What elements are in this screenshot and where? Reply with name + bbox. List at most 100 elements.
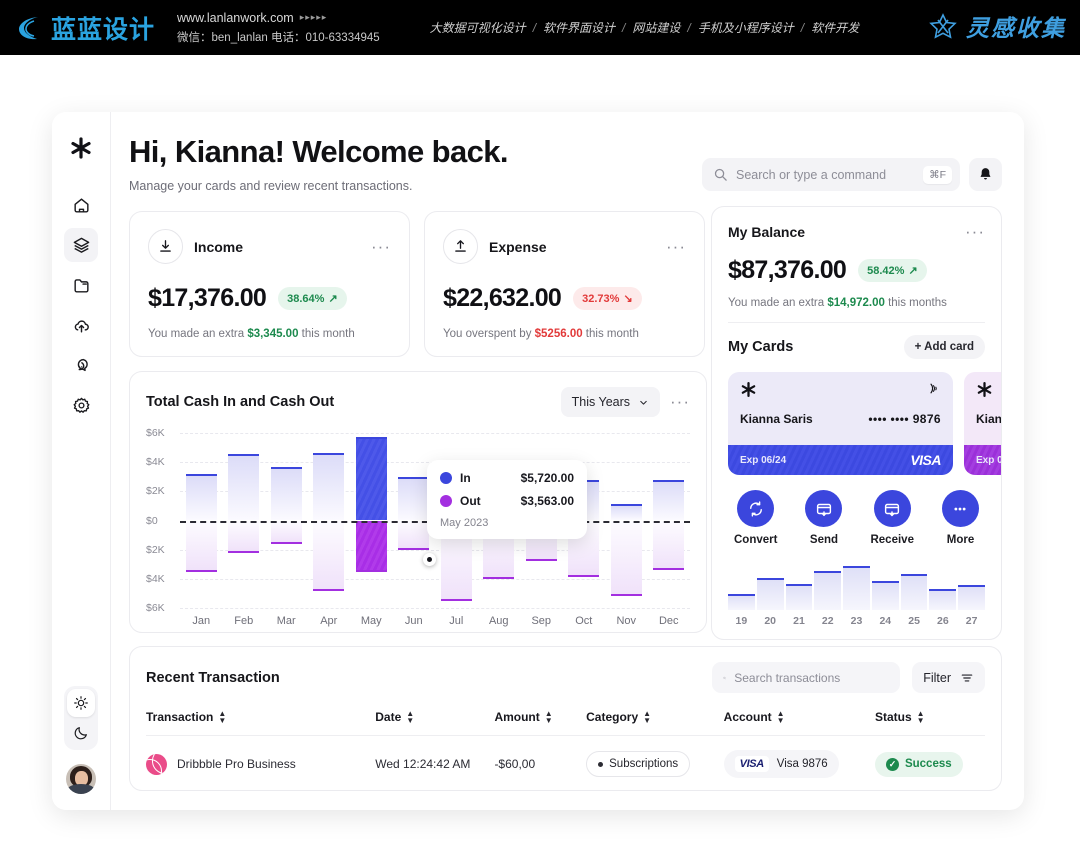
category-label: Subscriptions xyxy=(609,758,679,770)
cell-status: ✓ Success xyxy=(874,751,985,777)
bar-group-nov[interactable] xyxy=(605,433,648,608)
mini-bar-23 xyxy=(843,562,870,610)
search-input[interactable] xyxy=(736,167,916,182)
gear-icon xyxy=(73,397,89,413)
column-header-amount[interactable]: Amount ▲ ▼ xyxy=(494,710,586,725)
card-holder-name: Kianna Saris xyxy=(740,412,813,426)
banner-nav-item-2: 网站建设 xyxy=(632,21,681,35)
transactions-search[interactable] xyxy=(712,662,901,693)
column-header-date[interactable]: Date ▲ ▼ xyxy=(375,710,494,725)
stat-menu-button[interactable]: ··· xyxy=(371,236,391,256)
stat-note-prefix: You overspent by xyxy=(443,328,535,340)
balance-menu-button[interactable]: ··· xyxy=(965,222,985,241)
theme-option-dark[interactable] xyxy=(67,719,95,747)
sidebar-bottom xyxy=(64,686,98,794)
bar-out xyxy=(610,520,642,597)
balance-note: You made an extra $14,972.00 this months xyxy=(728,297,985,309)
chart-range-select[interactable]: This Years xyxy=(560,387,661,417)
credit-card-primary[interactable]: Kianna Saris •••• •••• 9876 Exp 06/24 VI… xyxy=(728,372,953,475)
banner-arrows-icon: ▸▸▸▸▸ xyxy=(299,12,328,22)
banner-nav-sep-2: / xyxy=(687,20,691,35)
bar-group-jun[interactable] xyxy=(393,433,436,608)
mini-x-tick-26: 26 xyxy=(937,615,949,627)
transactions-search-input[interactable] xyxy=(734,670,890,685)
status-label: Success xyxy=(904,758,952,770)
theme-toggle[interactable] xyxy=(64,686,98,750)
column-header-account[interactable]: Account ▲ ▼ xyxy=(723,709,875,725)
chart-menu-button[interactable]: ··· xyxy=(670,392,690,411)
action-more[interactable]: More xyxy=(941,490,979,546)
chart-range-label: This Years xyxy=(571,395,631,409)
bar-out xyxy=(270,520,302,544)
stat-change-badge: 38.64% ↗ xyxy=(278,287,347,310)
cloud-upload-icon xyxy=(74,319,89,333)
action-receive[interactable]: Receive xyxy=(870,490,914,546)
bar-out xyxy=(653,520,685,571)
balance-note-value: $14,972.00 xyxy=(827,297,885,309)
column-label: Amount xyxy=(494,710,540,724)
bar-group-feb[interactable] xyxy=(223,433,266,608)
bar-group-apr[interactable] xyxy=(308,433,351,608)
column-header-status[interactable]: Status ▲ ▼ xyxy=(875,709,985,725)
notifications-button[interactable] xyxy=(969,158,1002,191)
convert-icon xyxy=(737,490,775,527)
asterisk-icon xyxy=(71,137,91,159)
page-header: Hi, Kianna! Welcome back. Manage your ca… xyxy=(129,134,1002,193)
banner-url: www.lanlanwork.com xyxy=(177,10,294,25)
filter-label: Filter xyxy=(923,670,951,685)
bar-group-mar[interactable] xyxy=(265,433,308,608)
cell-amount: -$60,00 xyxy=(494,757,536,771)
sidebar-logo[interactable] xyxy=(69,136,93,160)
sidebar-item-folder[interactable] xyxy=(64,268,98,302)
credit-card-secondary[interactable]: Kianna Saris •••• •••• 9876 Exp 06/24 VI… xyxy=(964,372,1001,475)
sidebar-item-cloud-upload[interactable] xyxy=(64,308,98,342)
bar-in xyxy=(653,479,685,521)
send-card-icon xyxy=(805,490,843,527)
bar-group-may[interactable] xyxy=(350,433,393,608)
stat-amount: $22,632.00 xyxy=(443,284,562,312)
add-card-button[interactable]: + Add card xyxy=(903,335,985,359)
y-tick-6: $6K xyxy=(146,602,165,614)
mini-x-tick-22: 22 xyxy=(821,615,834,627)
page-subtitle: Manage your cards and review recent tran… xyxy=(129,179,413,193)
cell-category: Subscriptions xyxy=(586,751,724,777)
y-tick-3: $0 xyxy=(146,514,158,527)
column-header-category[interactable]: Category ▲ ▼ xyxy=(586,710,724,725)
mini-bar-22 xyxy=(814,562,842,610)
banner-logo: 蓝蓝设计 xyxy=(16,10,155,46)
sidebar-item-settings[interactable] xyxy=(64,388,98,422)
action-convert[interactable]: Convert xyxy=(734,490,777,546)
stat-note-suffix: this month xyxy=(298,328,355,340)
tooltip-out-label: Out xyxy=(460,494,481,508)
action-send[interactable]: Send xyxy=(805,490,843,546)
filter-button[interactable]: Filter xyxy=(912,662,985,693)
banner-nav-item-0: 大数据可视化设计 xyxy=(429,21,526,35)
global-search[interactable]: ⌘F xyxy=(702,158,960,191)
sidebar-item-layers[interactable] xyxy=(64,228,98,262)
balance-change-badge: 58.42% ↗ xyxy=(858,259,927,282)
bar-group-dec[interactable] xyxy=(648,433,691,608)
sort-icon: ▲ ▼ xyxy=(776,709,785,725)
banner-nav-sep-3: / xyxy=(800,20,805,35)
cards-carousel[interactable]: Kianna Saris •••• •••• 9876 Exp 06/24 VI… xyxy=(728,372,1001,475)
balance-note-prefix: You made an extra xyxy=(728,297,828,309)
avatar[interactable] xyxy=(66,764,96,794)
theme-option-light[interactable] xyxy=(67,689,95,717)
column-label: Account xyxy=(723,710,772,724)
sort-icon: ▲ ▼ xyxy=(916,709,925,725)
mini-bar-27 xyxy=(958,562,986,610)
banner-right-text: 灵感收集 xyxy=(966,15,1066,41)
column-header-transaction[interactable]: Transaction ▲ ▼ xyxy=(146,710,375,725)
table-row[interactable]: Dribbble Pro Business Wed 12:24:42 AM -$… xyxy=(146,736,985,790)
sidebar-item-home[interactable] xyxy=(64,188,98,222)
bar-in xyxy=(313,453,345,521)
stat-change-badge: 32.73% ↘ xyxy=(573,287,642,310)
bar-group-jan[interactable] xyxy=(180,433,223,608)
column-label: Transaction xyxy=(146,710,214,724)
quick-actions: Convert Send Receive xyxy=(728,490,985,546)
contactless-icon xyxy=(930,383,937,394)
sidebar-item-chat[interactable] xyxy=(64,348,98,382)
stat-menu-button[interactable]: ··· xyxy=(666,236,686,256)
mini-bar-25 xyxy=(900,562,928,610)
category-chip: Subscriptions xyxy=(586,751,691,777)
